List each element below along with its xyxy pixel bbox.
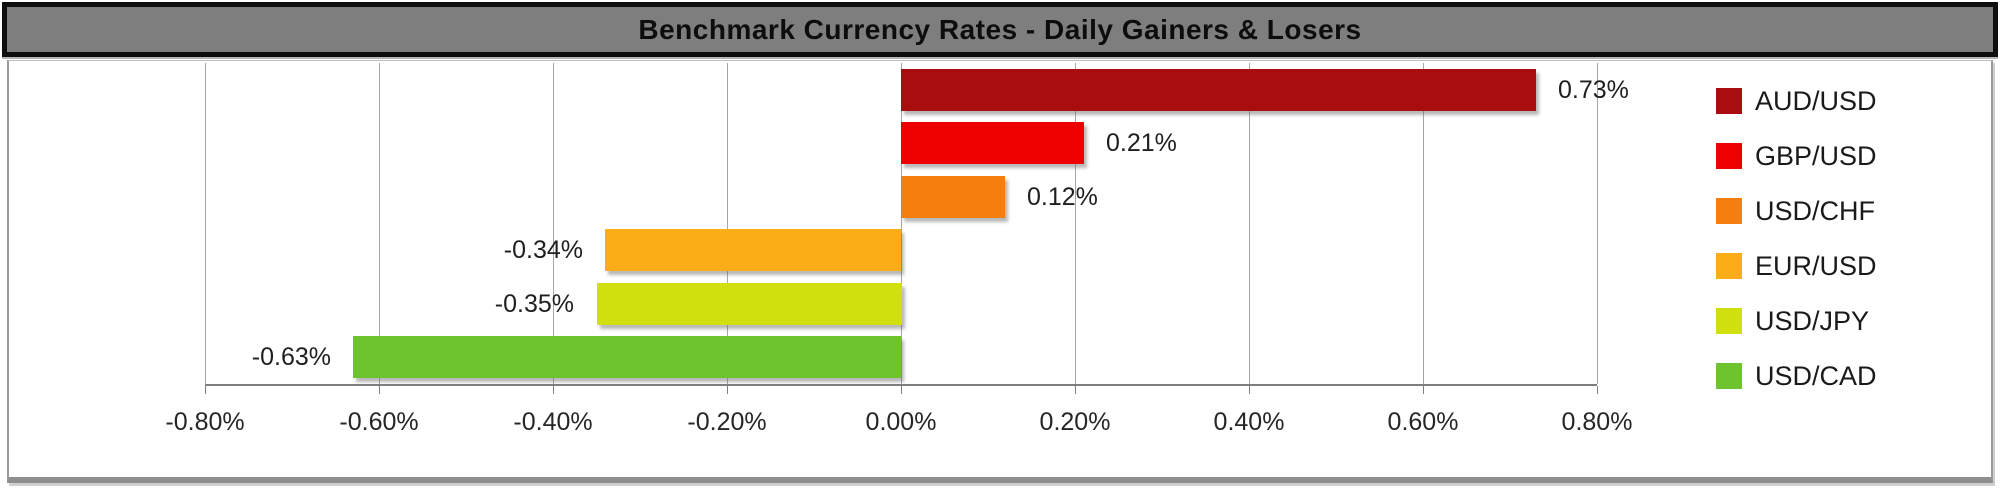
legend-item-gbp-usd[interactable]: GBP/USD: [1716, 139, 1877, 173]
bar-usd-jpy[interactable]: [597, 283, 902, 325]
gridline: [205, 63, 206, 384]
gridline: [1249, 63, 1250, 384]
axis-tick: [379, 386, 380, 394]
bar-value-label-usd-chf: 0.12%: [1027, 183, 1098, 211]
chart-title: Benchmark Currency Rates - Daily Gainers…: [638, 13, 1362, 45]
legend-item-aud-usd[interactable]: AUD/USD: [1716, 84, 1877, 118]
x-axis-label: -0.20%: [687, 408, 767, 436]
legend-label: USD/JPY: [1755, 305, 1870, 336]
x-axis-label: -0.80%: [165, 408, 245, 436]
bar-usd-cad[interactable]: [353, 336, 901, 378]
axis-tick: [1423, 386, 1424, 394]
gridline: [727, 63, 728, 384]
x-axis-label: 0.00%: [865, 408, 937, 436]
legend-item-usd-jpy[interactable]: USD/JPY: [1716, 304, 1869, 338]
gridline: [901, 63, 902, 384]
axis-tick: [1597, 386, 1598, 394]
bar-value-label-eur-usd: -0.34%: [503, 236, 583, 264]
axis-tick: [553, 386, 554, 394]
legend-item-eur-usd[interactable]: EUR/USD: [1716, 249, 1877, 283]
legend-label: AUD/USD: [1755, 85, 1877, 116]
x-axis-label: 0.20%: [1039, 408, 1111, 436]
legend-swatch-aud-usd: [1716, 88, 1742, 114]
legend-label: USD/CAD: [1755, 360, 1877, 391]
bar-value-label-gbp-usd: 0.21%: [1106, 129, 1177, 157]
chart-title-banner: Benchmark Currency Rates - Daily Gainers…: [2, 2, 1998, 57]
axis-tick: [901, 386, 902, 394]
bar-gbp-usd[interactable]: [901, 122, 1084, 164]
legend-item-usd-chf[interactable]: USD/CHF: [1716, 194, 1875, 228]
x-axis-label: 0.40%: [1213, 408, 1285, 436]
legend-swatch-usd-jpy: [1716, 308, 1742, 334]
x-axis-label: -0.60%: [339, 408, 419, 436]
legend-swatch-usd-chf: [1716, 198, 1742, 224]
bar-value-label-aud-usd: 0.73%: [1558, 76, 1629, 104]
axis-tick: [1075, 386, 1076, 394]
axis-tick: [205, 386, 206, 394]
legend-item-usd-cad[interactable]: USD/CAD: [1716, 359, 1877, 393]
gridline: [553, 63, 554, 384]
gridline: [1597, 63, 1598, 384]
bar-value-label-usd-cad: -0.63%: [251, 343, 331, 371]
legend-label: EUR/USD: [1755, 250, 1877, 281]
gridline: [379, 63, 380, 384]
legend-label: USD/CHF: [1755, 195, 1875, 226]
plot-area: 0.73% 0.21% 0.12% -0.34% -0.35% -0.63%: [205, 63, 1629, 394]
legend-swatch-usd-cad: [1716, 363, 1742, 389]
x-axis-label: -0.40%: [513, 408, 593, 436]
gridline: [1075, 63, 1076, 384]
bar-eur-usd[interactable]: [605, 229, 901, 271]
axis-tick: [1249, 386, 1250, 394]
bar-usd-chf[interactable]: [901, 176, 1005, 218]
legend-label: GBP/USD: [1755, 140, 1877, 171]
x-axis-label: 0.60%: [1387, 408, 1459, 436]
bar-value-label-usd-jpy: -0.35%: [494, 290, 574, 318]
gridline: [1423, 63, 1424, 384]
legend: AUD/USD GBP/USD USD/CHF EUR/USD USD/JPY USD/C…: [1716, 63, 1986, 391]
x-axis-label: 0.80%: [1561, 408, 1633, 436]
legend-swatch-gbp-usd: [1716, 143, 1742, 169]
legend-swatch-eur-usd: [1716, 253, 1742, 279]
axis-tick: [727, 386, 728, 394]
bar-aud-usd[interactable]: [901, 69, 1536, 111]
